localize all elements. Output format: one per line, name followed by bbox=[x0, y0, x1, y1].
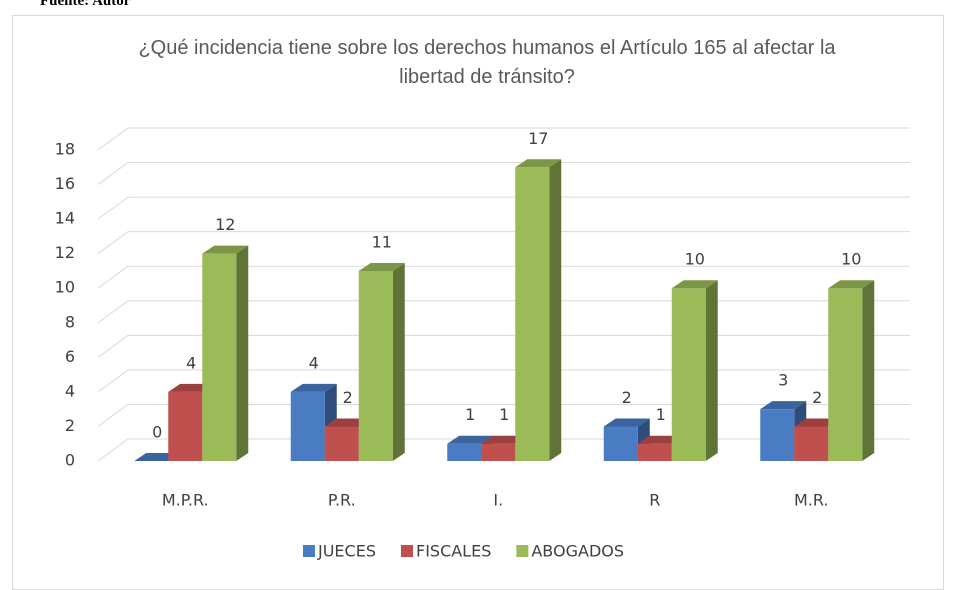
bar-side bbox=[705, 280, 718, 461]
x-tick-label: M.P.R. bbox=[162, 491, 209, 510]
bar-top bbox=[828, 280, 875, 289]
data-label: 2 bbox=[343, 388, 353, 407]
bar-top bbox=[603, 418, 650, 427]
bar bbox=[358, 270, 393, 461]
bar-top bbox=[760, 401, 807, 410]
bar-side bbox=[392, 262, 405, 461]
x-tick-label: R bbox=[649, 491, 660, 510]
bar-top bbox=[671, 280, 718, 289]
x-tick-label: P.R. bbox=[328, 491, 356, 510]
data-label: 1 bbox=[499, 405, 509, 424]
y-tick-label: 12 bbox=[55, 243, 75, 262]
y-tick-label: 14 bbox=[55, 209, 75, 228]
data-label: 0 bbox=[152, 423, 162, 442]
grid-line bbox=[97, 300, 910, 324]
bar bbox=[637, 443, 672, 461]
data-label: 3 bbox=[778, 371, 788, 390]
grid-line bbox=[97, 369, 910, 393]
data-label: 12 bbox=[215, 215, 235, 234]
data-label: 1 bbox=[656, 405, 666, 424]
data-label: 11 bbox=[372, 232, 392, 251]
grid-line bbox=[97, 231, 910, 255]
legend-swatch bbox=[516, 545, 529, 557]
bar bbox=[828, 288, 863, 461]
y-tick-label: 4 bbox=[65, 381, 75, 400]
grid-line bbox=[97, 162, 910, 185]
bar bbox=[794, 426, 829, 461]
grid-line bbox=[97, 403, 910, 427]
bar bbox=[671, 288, 706, 461]
bar bbox=[290, 391, 325, 461]
bar-side bbox=[236, 245, 249, 461]
bar bbox=[447, 443, 482, 461]
y-tick-label: 10 bbox=[55, 278, 75, 297]
data-label: 4 bbox=[309, 353, 319, 372]
bar-top bbox=[290, 383, 337, 392]
x-tick-label: M.R. bbox=[794, 491, 829, 510]
bar bbox=[202, 253, 237, 461]
bar-top bbox=[202, 245, 249, 254]
bar bbox=[760, 409, 795, 461]
bar-top bbox=[358, 262, 405, 271]
y-tick-label: 18 bbox=[55, 140, 75, 159]
y-tick-label: 8 bbox=[65, 312, 75, 331]
grid-line bbox=[97, 196, 910, 220]
y-tick-label: 2 bbox=[65, 416, 75, 435]
bar-side bbox=[549, 159, 562, 461]
data-label: 10 bbox=[841, 250, 861, 269]
grid-line bbox=[97, 127, 910, 151]
data-label: 1 bbox=[465, 405, 475, 424]
legend-label: ABOGADOS bbox=[531, 542, 624, 561]
grid-line bbox=[97, 265, 910, 289]
legend-swatch bbox=[400, 545, 413, 557]
source-note: Fuente: Autor bbox=[40, 0, 131, 9]
bar bbox=[324, 426, 359, 461]
bar-side bbox=[862, 280, 875, 461]
bar bbox=[515, 167, 550, 461]
data-label: 17 bbox=[528, 129, 548, 148]
bar bbox=[168, 391, 203, 461]
bar-top bbox=[515, 159, 562, 168]
y-tick-label: 0 bbox=[65, 451, 75, 470]
y-tick-label: 16 bbox=[55, 174, 75, 193]
chart-title: ¿Qué incidencia tiene sobre los derechos… bbox=[138, 37, 836, 88]
y-tick-label: 6 bbox=[65, 347, 75, 366]
data-label: 2 bbox=[622, 388, 632, 407]
bar bbox=[603, 426, 638, 461]
legend-label: FISCALES bbox=[416, 542, 491, 561]
legend-label: JUECES bbox=[317, 542, 376, 561]
data-label: 2 bbox=[812, 388, 822, 407]
x-tick-label: I. bbox=[493, 491, 503, 510]
grid-line bbox=[97, 334, 910, 358]
bar-top bbox=[447, 435, 494, 444]
legend-swatch bbox=[303, 545, 315, 557]
data-label: 10 bbox=[685, 250, 705, 269]
bar bbox=[481, 443, 516, 461]
data-label: 4 bbox=[186, 353, 196, 372]
